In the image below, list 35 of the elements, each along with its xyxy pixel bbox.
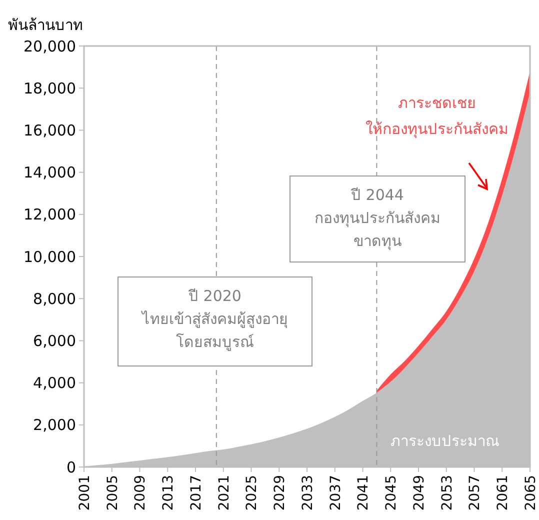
- x-tick-label: 2013: [160, 475, 177, 511]
- x-tick-label: 2061: [495, 475, 512, 511]
- x-tick-label: 2053: [439, 475, 456, 511]
- y-tick-label: 10,000: [24, 248, 76, 266]
- y-axis-title: พันล้านบาท: [8, 16, 83, 34]
- x-tick-label: 2037: [328, 475, 344, 511]
- series-label: ภาระชดเชย ให้กองทุนประกันสังคม: [366, 94, 508, 139]
- y-tick-label: 4,000: [33, 374, 76, 392]
- note-box: ปี 2044 กองทุนประกันสังคม ขาดทุน: [290, 176, 466, 262]
- y-tick-label: 16,000: [24, 121, 76, 140]
- y-tick-label: 6,000: [33, 332, 76, 350]
- x-tick-label: 2045: [384, 475, 400, 511]
- x-tick-label: 2041: [356, 475, 372, 511]
- x-tick-label: 2001: [76, 475, 93, 511]
- y-tick-label: 8,000: [33, 290, 76, 308]
- x-tick-label: 2057: [467, 475, 484, 511]
- x-tick-label: 2065: [522, 475, 539, 511]
- x-tick-label: 2009: [132, 475, 149, 511]
- annotation: ปี 2044 กองทุนประกันสังคม ขาดทุน: [314, 186, 440, 251]
- x-tick-label: 2021: [216, 475, 232, 511]
- x-tick-label: 2029: [272, 475, 288, 511]
- y-tick-label: 20,000: [24, 37, 76, 56]
- y-tick-label: 14,000: [24, 164, 76, 182]
- annotation: ปี 2020 ไทยเข้าสู่สังคมผู้สูงอายุ โดยสมบูรณ์: [141, 287, 288, 351]
- note-box: ปี 2020 ไทยเข้าสู่สังคมผู้สูงอายุ โดยสมบูรณ์: [118, 276, 312, 366]
- y-tick-label: 0: [66, 458, 76, 476]
- y-tick-label: 18,000: [24, 79, 76, 98]
- series-label: ภาระงบประมาณ: [390, 432, 500, 450]
- y-tick-label: 2,000: [33, 416, 76, 434]
- x-tick-label: 2005: [104, 475, 121, 511]
- x-tick-label: 2033: [300, 475, 316, 511]
- x-tick-label: 2049: [411, 475, 428, 511]
- x-tick-label: 2017: [188, 475, 204, 511]
- x-tick-label: 2025: [244, 475, 260, 511]
- y-tick-label: 12,000: [24, 206, 76, 224]
